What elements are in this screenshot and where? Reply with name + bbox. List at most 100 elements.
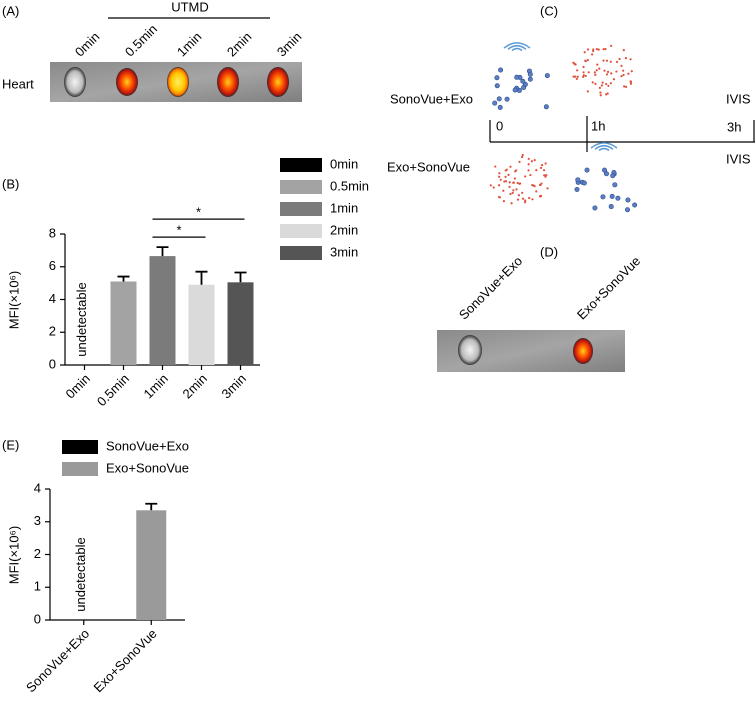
microbubble xyxy=(587,71,590,74)
bar xyxy=(149,256,176,365)
microbubble xyxy=(515,169,518,172)
microbubble xyxy=(531,198,534,201)
x-tick-label: 0.5min xyxy=(94,371,132,409)
error-bar xyxy=(234,271,247,283)
microbubble xyxy=(598,67,601,70)
exosome xyxy=(581,180,587,186)
bar xyxy=(110,281,137,365)
exosome xyxy=(612,182,618,188)
exosome xyxy=(527,76,533,82)
microbubble xyxy=(574,75,577,78)
exosome xyxy=(610,173,616,179)
legend-swatch xyxy=(280,180,322,194)
microbubble xyxy=(516,181,519,185)
microbubble xyxy=(512,181,515,184)
panel-label: (E) xyxy=(2,437,19,452)
microbubble xyxy=(530,160,533,163)
y-tick-label: 4 xyxy=(34,480,41,495)
microbubble xyxy=(512,189,515,192)
microbubble xyxy=(498,175,501,178)
microbubble xyxy=(600,84,603,87)
exosome xyxy=(512,87,518,93)
column-label: 3min xyxy=(274,29,305,60)
microbubble xyxy=(620,74,623,78)
significance-label: * xyxy=(176,223,181,238)
microbubble xyxy=(599,91,602,94)
microbubble xyxy=(546,187,549,190)
microbubble xyxy=(510,202,513,205)
legend-label: SonoVue+Exo xyxy=(106,438,189,453)
annotation: undetectable xyxy=(74,282,89,356)
microbubble xyxy=(515,188,518,191)
ultrasound-icon xyxy=(503,42,618,152)
microbubble xyxy=(492,186,495,189)
microbubble xyxy=(511,191,514,195)
error-bar xyxy=(156,246,169,257)
x-tick-label: 2min xyxy=(180,371,211,402)
bar xyxy=(227,282,254,365)
exosome xyxy=(496,96,502,102)
microbubble xyxy=(596,63,599,66)
microbubble xyxy=(521,153,524,157)
microbubble xyxy=(603,69,606,72)
microbubble xyxy=(516,198,520,201)
wave xyxy=(590,142,618,149)
heart-image xyxy=(217,67,239,97)
time-label: 0 xyxy=(496,118,503,133)
microbubble xyxy=(598,86,601,89)
wave xyxy=(511,47,523,52)
panel-label: (D) xyxy=(540,244,558,259)
microbubble xyxy=(535,169,538,172)
microbubble xyxy=(592,49,595,53)
y-tick-label: 8 xyxy=(49,225,56,240)
microbubble xyxy=(622,69,625,72)
microbubble xyxy=(576,69,579,72)
exosome xyxy=(602,167,608,173)
microbubble xyxy=(576,75,579,78)
microbubble xyxy=(509,192,512,196)
microbubble xyxy=(606,92,609,95)
microbubble xyxy=(535,190,538,193)
legend-swatch xyxy=(280,246,322,260)
error-bar xyxy=(117,275,130,282)
microbubble xyxy=(582,65,585,69)
end-label: IVIS xyxy=(726,151,751,166)
microbubble xyxy=(623,85,626,88)
exosome xyxy=(574,186,580,192)
microbubble xyxy=(575,77,578,81)
microbubble xyxy=(502,189,505,192)
wave xyxy=(507,44,527,50)
y-tick-label: 2 xyxy=(34,546,41,561)
exosome xyxy=(498,67,504,73)
microbubble xyxy=(609,60,612,63)
exosome xyxy=(600,194,606,200)
exosome xyxy=(609,193,615,199)
y-axis-label: MFI(×10⁶) xyxy=(6,271,21,329)
y-tick-label: 0 xyxy=(49,356,56,371)
microbubble xyxy=(529,173,532,177)
microbubble xyxy=(538,183,542,186)
row-label: Heart xyxy=(2,76,34,91)
microbubble xyxy=(540,182,543,185)
microbubble xyxy=(618,57,621,61)
exosome xyxy=(608,204,614,210)
microbubble xyxy=(540,164,544,167)
microbubble xyxy=(499,178,502,181)
microbubble xyxy=(594,82,597,86)
microbubble xyxy=(605,73,609,76)
legend-label: 0min xyxy=(330,156,358,171)
column-label: 2min xyxy=(224,29,255,60)
error-bar xyxy=(145,502,158,511)
microbubble xyxy=(503,180,506,183)
panel-label: (A) xyxy=(2,3,19,18)
column-label: Exo+SonoVue xyxy=(574,253,643,322)
exosome xyxy=(575,177,581,183)
microbubble xyxy=(612,78,616,81)
legend-label: 0.5min xyxy=(330,178,369,193)
microbubble xyxy=(594,73,597,76)
microbubble xyxy=(521,191,524,194)
x-tick-label: 0min xyxy=(63,371,94,402)
microbubble xyxy=(615,70,618,73)
column-label: SonoVue+Exo xyxy=(456,253,525,322)
y-tick-label: 0 xyxy=(34,611,41,626)
